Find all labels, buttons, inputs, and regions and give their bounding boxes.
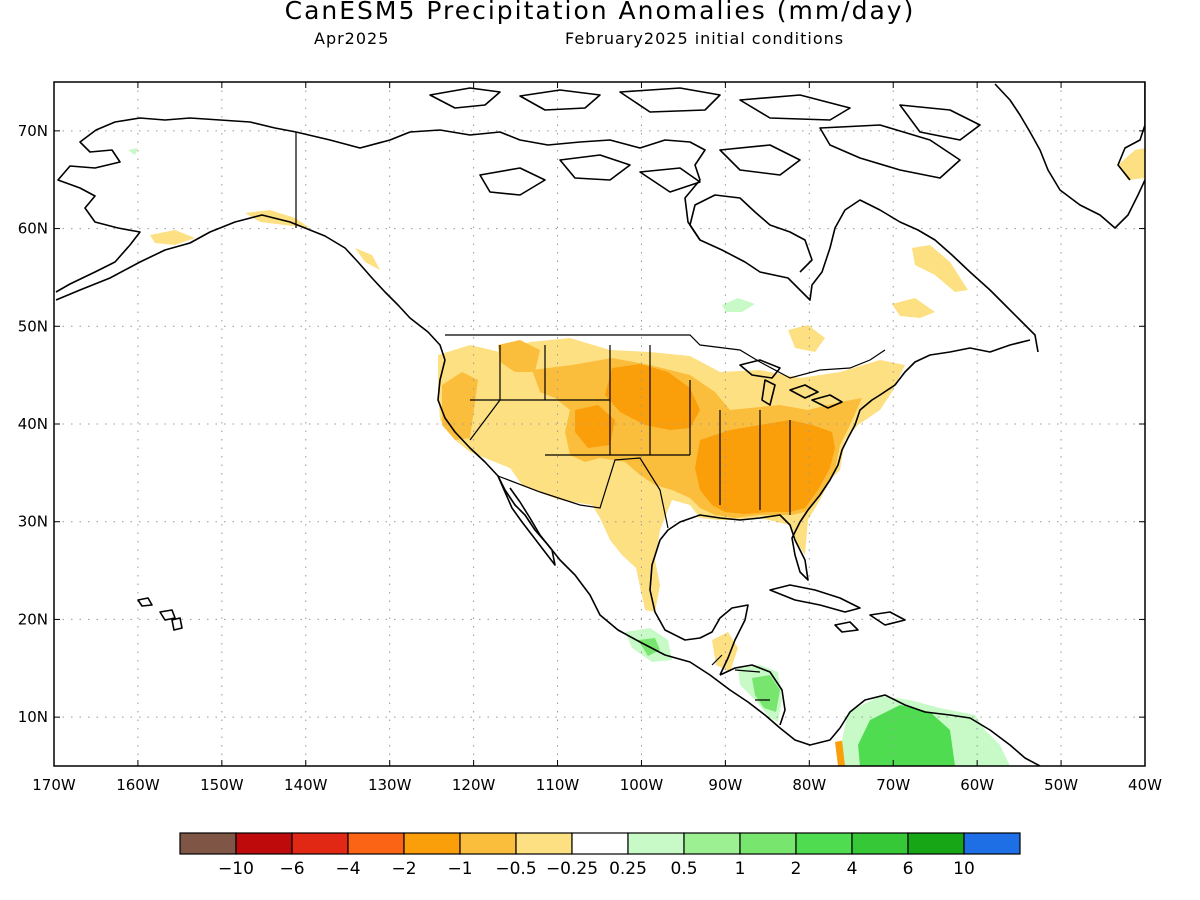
colorbar-label: −4	[335, 859, 360, 879]
lat-tick-label: 60N	[18, 220, 48, 238]
colorbar-swatch	[571, 832, 629, 855]
colorbar-swatch	[683, 832, 741, 855]
lat-tick-label: 30N	[18, 513, 48, 531]
anomaly-shading	[128, 148, 1145, 766]
map-title: CanESM5 Precipitation Anomalies (mm/day)	[284, 0, 916, 25]
colorbar-swatch	[459, 832, 517, 855]
colorbar-swatch	[851, 832, 909, 855]
dry-strong-region	[575, 364, 852, 766]
latitude-axis: 10N 20N 30N 40N 50N 60N 70N	[18, 122, 1145, 726]
colorbar-label: −2	[391, 859, 416, 879]
colorbar-swatch	[403, 832, 461, 855]
colorbar-swatch	[627, 832, 685, 855]
colorbar-label: 4	[847, 859, 858, 879]
lon-tick-label: 130W	[368, 776, 412, 794]
colorbar-label: 0.5	[670, 859, 697, 879]
coastlines	[55, 82, 1145, 766]
lat-tick-label: 50N	[18, 317, 48, 335]
longitude-axis: 170W 160W 150W 140W 130W 120W 110W 100W 90W 80W 70…	[32, 82, 1162, 794]
lon-tick-label: 150W	[200, 776, 244, 794]
lon-tick-label: 50W	[1044, 776, 1078, 794]
colorbar-label: 2	[791, 859, 802, 879]
colorbar-label: −0.25	[546, 859, 598, 879]
colorbar-label: 10	[953, 859, 975, 879]
lon-tick-label: 160W	[116, 776, 160, 794]
gridlines	[54, 82, 1145, 766]
lon-tick-label: 140W	[284, 776, 328, 794]
lon-tick-label: 100W	[620, 776, 664, 794]
colorbar-swatch	[515, 832, 573, 855]
colorbar-label: −0.5	[495, 859, 536, 879]
colorbar-label: 6	[903, 859, 914, 879]
colorbar-swatch	[907, 832, 965, 855]
lat-tick-label: 10N	[18, 708, 48, 726]
colorbar-swatch	[739, 832, 797, 855]
lon-tick-label: 110W	[536, 776, 580, 794]
colorbar-swatch	[291, 832, 349, 855]
lon-tick-label: 70W	[876, 776, 910, 794]
valid-month-label: Apr2025	[314, 29, 390, 48]
initial-conditions-label: February2025 initial conditions	[565, 29, 845, 48]
colorbar-swatch	[347, 832, 405, 855]
lon-tick-label: 80W	[792, 776, 826, 794]
lat-tick-label: 70N	[18, 122, 48, 140]
lon-tick-label: 120W	[452, 776, 496, 794]
colorbar-label: 0.25	[609, 859, 647, 879]
colorbar-label: −6	[279, 859, 304, 879]
lon-tick-label: 60W	[960, 776, 994, 794]
colorbar: −10 −6 −4 −2 −1 −0.5 −0.25 0.25 0.5 1 2 4 6 10	[179, 832, 1021, 879]
colorbar-label: −10	[218, 859, 254, 879]
lat-tick-label: 40N	[18, 415, 48, 433]
colorbar-label: −1	[447, 859, 472, 879]
lon-tick-label: 170W	[32, 776, 76, 794]
colorbar-swatch	[795, 832, 853, 855]
lon-tick-label: 90W	[708, 776, 742, 794]
colorbar-label: 1	[735, 859, 746, 879]
colorbar-swatch	[963, 832, 1021, 855]
lat-tick-label: 20N	[18, 610, 48, 628]
political-borders	[295, 132, 886, 701]
lon-tick-label: 40W	[1128, 776, 1162, 794]
colorbar-swatch	[235, 832, 293, 855]
colorbar-swatch	[179, 832, 237, 855]
wet-mid-region	[638, 638, 955, 766]
